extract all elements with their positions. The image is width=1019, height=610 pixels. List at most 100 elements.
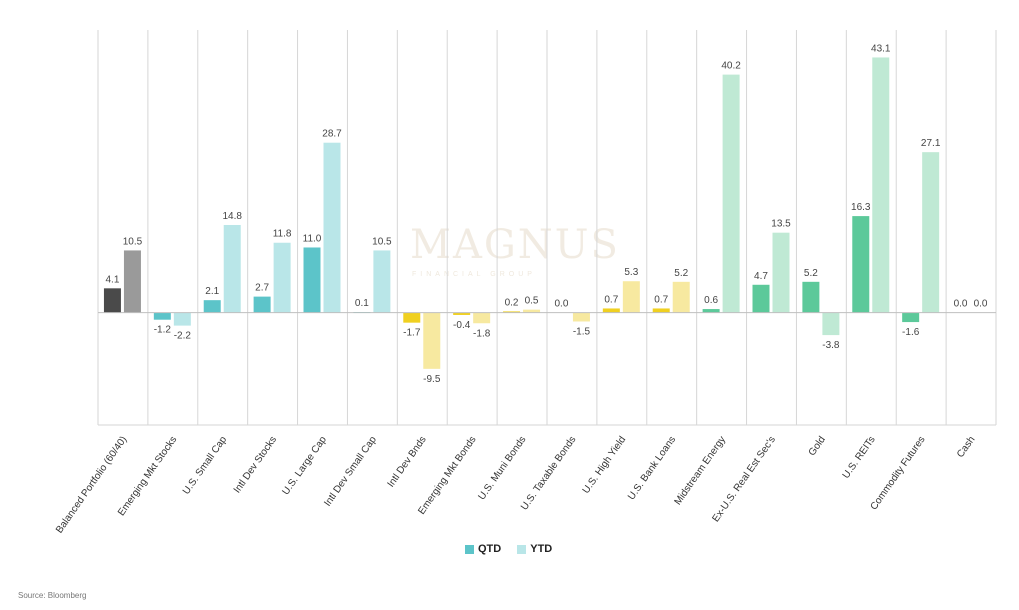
data-label-qtd: -1.7: [403, 328, 421, 339]
bar-qtd: [902, 312, 920, 323]
data-label-qtd: 2.1: [205, 286, 219, 297]
bar-ytd: [722, 74, 740, 313]
category-label: Intl Dev Stocks: [232, 434, 279, 495]
data-label-ytd: 11.8: [273, 229, 292, 240]
legend-label-ytd: YTD: [530, 543, 553, 555]
category-label: U.S. Taxable Bonds: [519, 434, 578, 512]
bar-ytd: [772, 232, 790, 313]
bar-qtd: [303, 247, 321, 313]
category-label: U.S. Muni Bonds: [476, 434, 528, 502]
data-label-qtd: 0.0: [554, 299, 568, 310]
category-label: Midstream Energy: [673, 434, 729, 507]
category-label: U.S. Small Cap: [181, 434, 229, 497]
bar-qtd: [453, 312, 471, 315]
bar-ytd: [173, 312, 191, 326]
bar-qtd: [852, 216, 870, 313]
data-label-qtd: 0.7: [654, 294, 668, 305]
bar-qtd: [602, 308, 620, 313]
data-label-qtd: 4.7: [754, 271, 768, 282]
data-label-qtd: 0.0: [954, 299, 968, 310]
bar-ytd: [822, 312, 840, 336]
data-label-ytd: 10.5: [372, 236, 392, 247]
data-label-ytd: 0.5: [525, 296, 539, 307]
bar-qtd: [403, 312, 421, 323]
chart-gridlines: [97, 30, 997, 426]
category-label: Cash: [955, 434, 977, 459]
data-label-qtd: 16.3: [851, 202, 871, 213]
bar-qtd: [802, 281, 820, 313]
bar-ytd: [672, 281, 690, 313]
data-label-ytd: 14.8: [222, 211, 242, 222]
data-label-qtd: 0.1: [355, 298, 369, 309]
category-label: Emerging Mkt Bonds: [416, 434, 478, 516]
watermark-title: MAGNUS: [410, 222, 620, 268]
data-label-qtd: 0.7: [604, 294, 618, 305]
bar-ytd: [622, 281, 640, 313]
bar-ytd: [572, 312, 590, 322]
bar-ytd: [273, 242, 291, 313]
data-label-ytd: 13.5: [771, 219, 791, 230]
bar-chart: MAGNUS FINANCIAL GROUP 4.1 10.5 -1.2-2.2 2.…: [54, 30, 997, 535]
watermark-subtitle: FINANCIAL GROUP: [412, 271, 536, 278]
category-label: U.S. High Yield: [581, 434, 629, 495]
bar-qtd: [702, 309, 720, 313]
data-label-qtd: -1.2: [154, 325, 172, 336]
data-label-qtd: 2.7: [255, 283, 269, 294]
watermark-logo: MAGNUS FINANCIAL GROUP: [410, 222, 620, 278]
bar-ytd: [223, 224, 241, 313]
bar-ytd: [473, 312, 491, 324]
data-label-ytd: -2.2: [174, 331, 192, 342]
bar-ytd: [323, 142, 341, 313]
data-label-ytd: -1.8: [473, 328, 491, 339]
source-note: Source: Bloomberg: [18, 591, 87, 600]
data-label-ytd: 43.1: [871, 43, 891, 54]
data-label-qtd: 4.1: [105, 274, 119, 285]
data-label-ytd: 10.5: [123, 236, 143, 247]
legend-item-ytd: YTD: [517, 543, 552, 555]
category-label: U.S. Bank Loans: [626, 434, 678, 502]
bar-qtd: [752, 284, 770, 313]
legend-swatch-qtd: [465, 544, 474, 554]
category-label: Intl Dev Bnds: [386, 434, 429, 489]
data-label-ytd: 5.2: [674, 268, 688, 279]
data-label-ytd: 5.3: [624, 267, 638, 278]
bar-ytd: [922, 152, 940, 313]
data-label-ytd: 28.7: [322, 129, 342, 140]
chart-legend: QTD YTD: [465, 543, 552, 555]
data-label-ytd: 0.0: [974, 299, 988, 310]
legend-item-qtd: QTD: [465, 543, 501, 555]
bar-qtd: [503, 311, 521, 313]
data-label-ytd: 40.2: [721, 61, 741, 72]
data-label-qtd: -0.4: [453, 320, 471, 331]
bar-ytd: [373, 250, 391, 313]
bar-ytd: [523, 309, 541, 313]
bar-ytd: [423, 312, 441, 369]
data-label-qtd: 11.0: [303, 233, 322, 244]
category-label: U.S. REITs: [841, 434, 878, 480]
category-label: Balanced Portfolio (60/40): [54, 434, 129, 535]
category-label: Gold: [807, 434, 828, 458]
data-label-qtd: 5.2: [804, 268, 818, 279]
category-label: U.S. Large Cap: [280, 434, 329, 497]
bar-ytd: [872, 57, 890, 313]
data-label-qtd: 0.2: [505, 297, 519, 308]
bar-qtd: [103, 288, 121, 313]
data-label-qtd: -1.6: [902, 327, 920, 338]
bar-qtd: [203, 300, 221, 313]
bar-qtd: [153, 312, 171, 320]
category-label: Commodity Futures: [869, 434, 928, 512]
category-label: Emerging Mkt Stocks: [116, 434, 179, 518]
data-label-qtd: 0.6: [704, 295, 718, 306]
legend-label-qtd: QTD: [478, 543, 502, 555]
data-label-ytd: -9.5: [423, 374, 441, 385]
chart-category-labels: Balanced Portfolio (60/40)Emerging Mkt S…: [54, 434, 977, 535]
bar-ytd: [123, 250, 141, 313]
data-label-ytd: -1.5: [573, 326, 591, 337]
bar-qtd: [253, 296, 271, 313]
bar-qtd: [652, 308, 670, 313]
chart-bars: [103, 57, 940, 369]
data-label-ytd: -3.8: [822, 340, 840, 351]
category-label: Intl Dev Small Cap: [322, 434, 379, 509]
data-label-ytd: 27.1: [921, 138, 941, 149]
chart-data-labels: 4.1 10.5 -1.2-2.2 2.1 14.8 2.7 11.8 11.0 28.7 0.1…: [105, 43, 987, 384]
